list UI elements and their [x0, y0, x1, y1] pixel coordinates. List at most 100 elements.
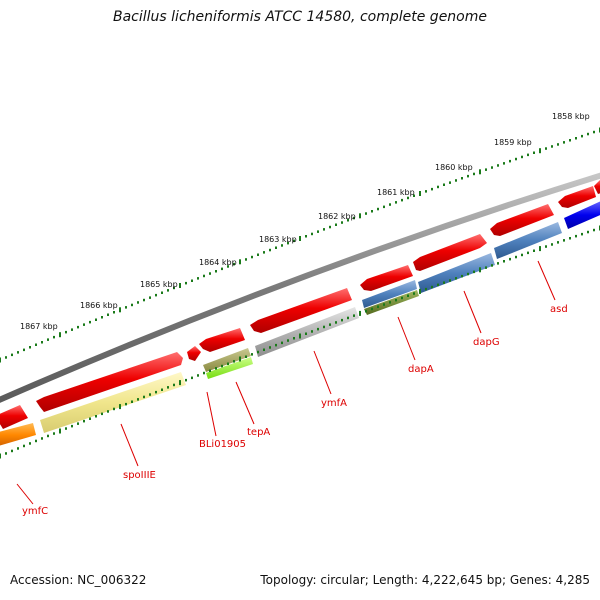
inner-ruler-minor-tick: [83, 419, 85, 423]
ruler-minor-tick: [509, 159, 511, 163]
ruler-label-1862: 1862 kbp: [318, 212, 356, 221]
ruler-minor-tick: [521, 155, 523, 159]
ruler-minor-tick: [101, 316, 103, 319]
ruler-major-tick: [59, 332, 61, 338]
ruler-minor-tick: [269, 248, 271, 252]
inner-ruler-minor-tick: [113, 407, 115, 411]
inner-ruler-major-tick: [299, 333, 301, 339]
inner-ruler-major-tick: [179, 380, 181, 386]
ruler-minor-tick: [287, 241, 289, 245]
ruler-minor-tick: [395, 201, 397, 204]
inner-ruler-minor-tick: [365, 310, 367, 313]
inner-ruler-minor-tick: [71, 424, 73, 428]
ruler-minor-tick: [131, 303, 133, 307]
inner-ruler-minor-tick: [569, 237, 571, 240]
cds-feature-3: [187, 346, 201, 361]
inner-ruler-minor-tick: [155, 390, 157, 394]
cds-feature-1: [0, 405, 28, 429]
inner-ruler-minor-tick: [521, 253, 523, 257]
inner-ruler-minor-tick: [245, 355, 247, 358]
ruler-minor-tick: [425, 190, 427, 193]
gene-label-asd: asd: [550, 304, 568, 315]
inner-ruler-minor-tick: [443, 281, 445, 284]
gene-feature-dapG: [418, 253, 495, 293]
inner-ruler-minor-tick: [269, 346, 271, 349]
inner-ruler-minor-tick: [137, 398, 139, 401]
ruler-minor-tick: [311, 232, 313, 236]
ruler-minor-tick: [167, 289, 169, 292]
inner-ruler-minor-tick: [305, 332, 307, 335]
inner-ruler-minor-tick: [329, 323, 331, 326]
ruler-major-tick: [419, 191, 421, 196]
ruler-minor-tick: [83, 323, 85, 326]
ruler-major-tick: [0, 357, 1, 363]
inner-ruler-minor-tick: [353, 314, 355, 317]
accession-text: Accession: NC_006322: [10, 573, 147, 587]
ruler-minor-tick: [191, 279, 193, 282]
ruler-minor-tick: [185, 281, 187, 285]
ruler-minor-tick: [89, 320, 91, 324]
gene-labels: ymfC spoIIIE BLi01905 tepA ymfA dapA dap…: [22, 304, 568, 517]
cds-feature-6: [360, 265, 413, 291]
cds-feature-8: [490, 204, 554, 236]
inner-ruler-minor-tick: [467, 272, 469, 276]
ruler-major-tick: [359, 213, 361, 219]
inner-ruler-minor-tick: [407, 294, 409, 297]
inner-ruler-minor-tick: [17, 447, 19, 450]
leader-line-spoIIIE: [120, 423, 139, 467]
ruler-minor-tick: [35, 343, 37, 346]
inner-ruler-minor-tick: [95, 415, 97, 418]
ruler-minor-tick: [245, 258, 247, 261]
inner-ruler-minor-tick: [101, 412, 103, 416]
inner-ruler-minor-tick: [287, 339, 289, 342]
ruler-minor-tick: [227, 265, 229, 268]
ruler-label-1861: 1861 kbp: [377, 188, 415, 197]
ruler-minor-tick: [137, 301, 139, 304]
gene-label-BLi01905: BLi01905: [199, 439, 246, 450]
inner-ruler-minor-tick: [425, 287, 427, 291]
inner-ruler-major-tick: [359, 310, 361, 316]
ruler-minor-tick: [407, 196, 409, 200]
ruler-minor-tick: [203, 274, 205, 278]
ruler-label-1863: 1863 kbp: [259, 235, 297, 244]
ruler-minor-tick: [47, 338, 49, 341]
inner-ruler-minor-tick: [497, 262, 499, 265]
leader-line-asd: [537, 260, 556, 301]
ruler-minor-tick: [323, 228, 325, 231]
leader-line-BLi01905: [206, 391, 217, 437]
inner-ruler-minor-tick: [281, 341, 283, 345]
gene-feature-blue: [564, 201, 600, 229]
inner-ruler-minor-tick: [227, 362, 229, 365]
ruler-minor-tick: [149, 296, 151, 299]
gene-feature-spoIIIE: [40, 372, 186, 433]
gene-feature-tepA-lower: [206, 357, 253, 379]
inner-ruler-minor-tick: [311, 330, 313, 333]
inner-ruler-minor-tick: [197, 374, 199, 377]
genome-summary-text: Topology: circular; Length: 4,222,645 bp…: [260, 573, 590, 587]
inner-ruler-minor-tick: [371, 307, 373, 311]
inner-ruler-minor-tick: [149, 393, 151, 396]
ruler-label-1858: 1858 kbp: [552, 112, 590, 121]
ruler-major-tick: [539, 148, 541, 154]
inner-ruler-minor-tick: [413, 292, 415, 295]
inner-ruler-major-tick: [539, 246, 541, 252]
gene-label-spoIIIE: spoIIIE: [123, 470, 156, 481]
ruler-minor-tick: [329, 225, 331, 229]
ruler-label-1867: 1867 kbp: [20, 322, 58, 331]
gene-label-tepA: tepA: [247, 427, 270, 438]
inner-ruler-minor-tick: [161, 388, 163, 391]
ruler-minor-tick: [557, 143, 559, 146]
ruler-minor-tick: [401, 198, 403, 202]
inner-ruler-minor-tick: [473, 270, 475, 274]
ruler-minor-tick: [389, 203, 391, 206]
inner-ruler-minor-tick: [323, 325, 325, 329]
cds-feature-4: [199, 328, 245, 352]
ruler-minor-tick: [563, 141, 565, 144]
inner-ruler-major-tick: [239, 356, 241, 362]
inner-ruler-minor-tick: [533, 249, 535, 252]
ruler-major-tick: [119, 307, 121, 313]
inner-ruler-minor-tick: [143, 395, 145, 399]
cds-feature-9: [558, 186, 596, 208]
inner-ruler-minor-tick: [341, 318, 343, 322]
